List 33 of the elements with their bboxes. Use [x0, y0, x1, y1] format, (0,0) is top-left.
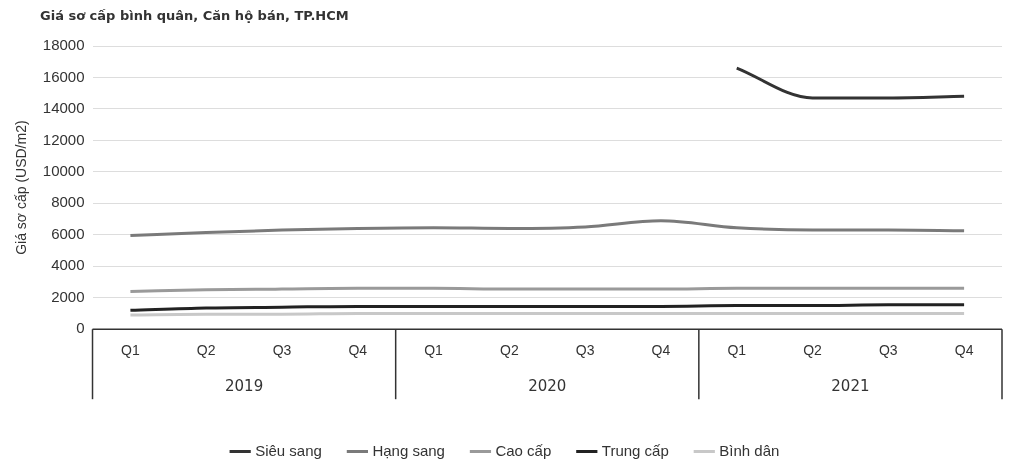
y-tick-label: 10000 [42, 162, 85, 180]
x-tick-label: Q1 [727, 342, 747, 359]
x-tick-label: Q2 [196, 342, 216, 359]
y-tick-label: 18000 [42, 36, 85, 54]
y-tick-label: 4000 [51, 256, 85, 274]
x-tick-label: Q2 [500, 342, 519, 359]
text: 2020 [528, 377, 567, 396]
x-tick-label: Q4 [954, 342, 974, 359]
y-tick-label: 8000 [51, 193, 85, 211]
x-tick-label: Q3 [272, 342, 292, 359]
x-tick-label: Q4 [348, 342, 368, 359]
chart-title: Giá sơ cấp bình quân, Căn hộ bán, TP.HCM [40, 8, 349, 23]
y-tick-label: 12000 [42, 130, 85, 148]
x-tick-label: Q1 [424, 342, 444, 359]
x-tick-label: Q2 [803, 342, 823, 359]
text: 2021 [831, 377, 870, 396]
x-tick-label: Q3 [878, 342, 898, 359]
x-tick-label: Q4 [651, 342, 671, 359]
y-tick-label: 2000 [51, 287, 85, 305]
y-tick-label: 0 [76, 319, 85, 337]
y-axis-title: Giá sơ cấp (USD/m2) [13, 120, 30, 255]
x-tick-label: Q3 [575, 342, 595, 359]
x-tick-label: Q1 [121, 342, 140, 359]
legend-label: Hạng sang [372, 441, 445, 459]
y-tick-label: 14000 [42, 99, 85, 117]
legend-label: Bình dân [719, 441, 780, 459]
text: 2019 [225, 377, 264, 396]
y-tick-label: 16000 [42, 67, 85, 85]
legend-label: Cao cấp [495, 441, 552, 459]
line-series [128, 219, 966, 238]
legend-label: Trung cấp [601, 441, 669, 459]
y-tick-label: 6000 [51, 224, 85, 242]
legend-label: Siêu sang [255, 441, 322, 459]
